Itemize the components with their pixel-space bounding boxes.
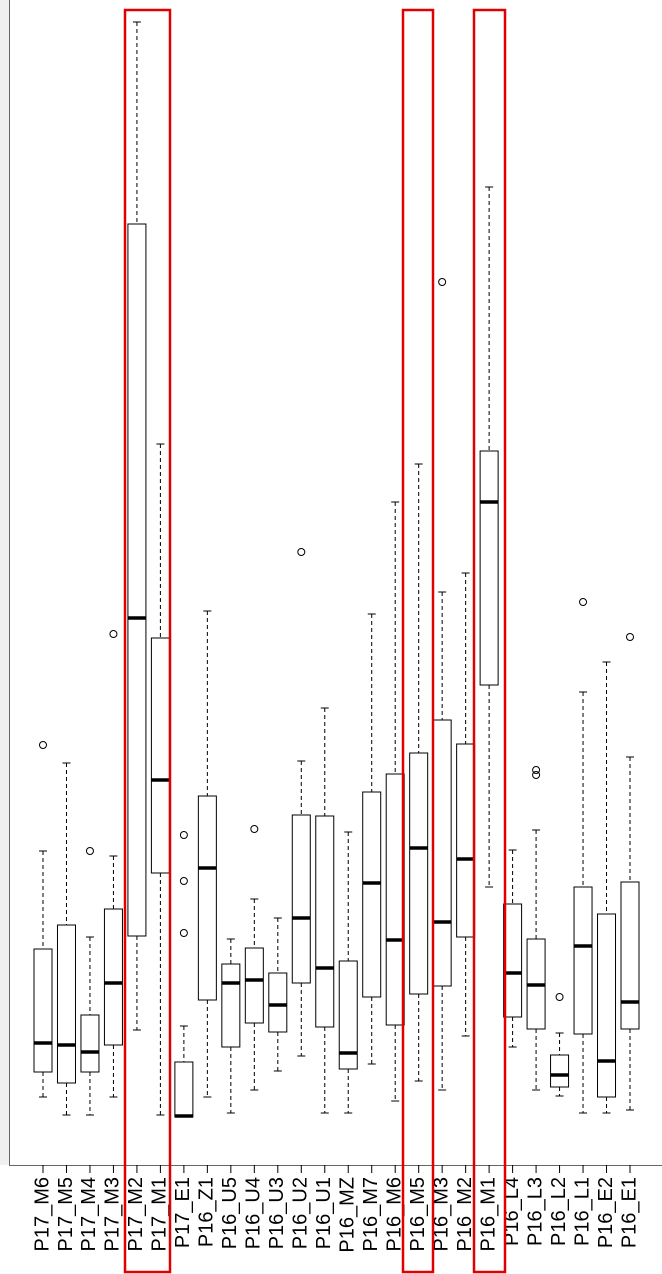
x-tick-label: P16_U1 <box>313 1177 335 1249</box>
box <box>550 1054 570 1088</box>
box <box>479 450 499 686</box>
box <box>456 743 476 938</box>
outlier <box>555 993 564 1001</box>
outlier <box>626 633 634 641</box>
x-tick-label: P16_MZ <box>337 1177 359 1253</box>
box <box>503 903 523 1018</box>
outlier <box>179 929 188 937</box>
outlier <box>532 771 541 779</box>
box <box>244 947 264 1024</box>
outlier <box>85 847 94 855</box>
x-tick-label: P16_E2 <box>595 1177 617 1248</box>
outlier <box>179 877 188 885</box>
x-tick-label: P16_U4 <box>243 1177 265 1249</box>
box <box>56 924 76 1084</box>
box <box>620 881 640 1030</box>
x-tick-label: P16_M1 <box>477 1177 499 1252</box>
outlier <box>179 831 188 839</box>
x-tick-label: P17_M3 <box>102 1177 124 1252</box>
outlier <box>297 548 306 556</box>
x-tick-label: P16_U2 <box>290 1177 312 1249</box>
highlight-box <box>401 8 435 1274</box>
x-tick-label: P17_M4 <box>78 1177 100 1252</box>
box <box>33 948 53 1073</box>
box <box>385 773 405 1026</box>
x-tick-label: P16_M2 <box>454 1177 476 1252</box>
x-tick-label: P16_L4 <box>501 1177 523 1246</box>
x-tick-label: P16_M5 <box>407 1177 429 1252</box>
outlier <box>532 766 541 774</box>
box <box>432 719 452 987</box>
box <box>127 223 147 937</box>
x-tick-label: P17_M6 <box>31 1177 53 1252</box>
x-tick-label: P16_U5 <box>219 1177 241 1249</box>
outlier <box>250 825 259 833</box>
box <box>174 1061 194 1118</box>
box <box>268 972 288 1033</box>
x-tick-label: P17_E1 <box>172 1177 194 1248</box>
side-strip <box>0 0 9 1165</box>
box <box>597 913 617 1098</box>
outlier <box>109 630 118 638</box>
box <box>409 752 429 995</box>
x-tick-label: P16_L3 <box>524 1177 546 1246</box>
x-tick-label: P16_L1 <box>571 1177 593 1246</box>
box <box>573 886 593 1035</box>
x-tick-label: P16_L2 <box>548 1177 570 1246</box>
x-tick-label: P17_M5 <box>55 1177 77 1252</box>
x-tick-label: P17_M2 <box>125 1177 147 1252</box>
outlier <box>438 278 447 286</box>
outlier <box>39 741 47 749</box>
x-tick-label: P16_U3 <box>266 1177 288 1249</box>
box <box>362 791 382 998</box>
x-tick-label: P16_M6 <box>383 1177 405 1252</box>
box <box>338 960 358 1070</box>
box <box>103 908 123 1046</box>
outlier <box>579 598 588 606</box>
box <box>221 963 241 1048</box>
x-tick-label: P16_Z1 <box>196 1177 218 1247</box>
box <box>150 637 170 874</box>
box <box>315 815 335 1028</box>
x-tick-label: P17_M1 <box>149 1177 171 1252</box>
box <box>291 814 311 984</box>
highlight-box <box>472 8 507 1274</box>
box <box>197 795 217 1001</box>
x-tick-label: P16_M3 <box>430 1177 452 1252</box>
x-tick-label: P16_E1 <box>618 1177 640 1248</box>
x-tick-label: P16_M7 <box>360 1177 382 1252</box>
box <box>80 1014 100 1073</box>
highlight-box <box>123 8 172 1274</box>
